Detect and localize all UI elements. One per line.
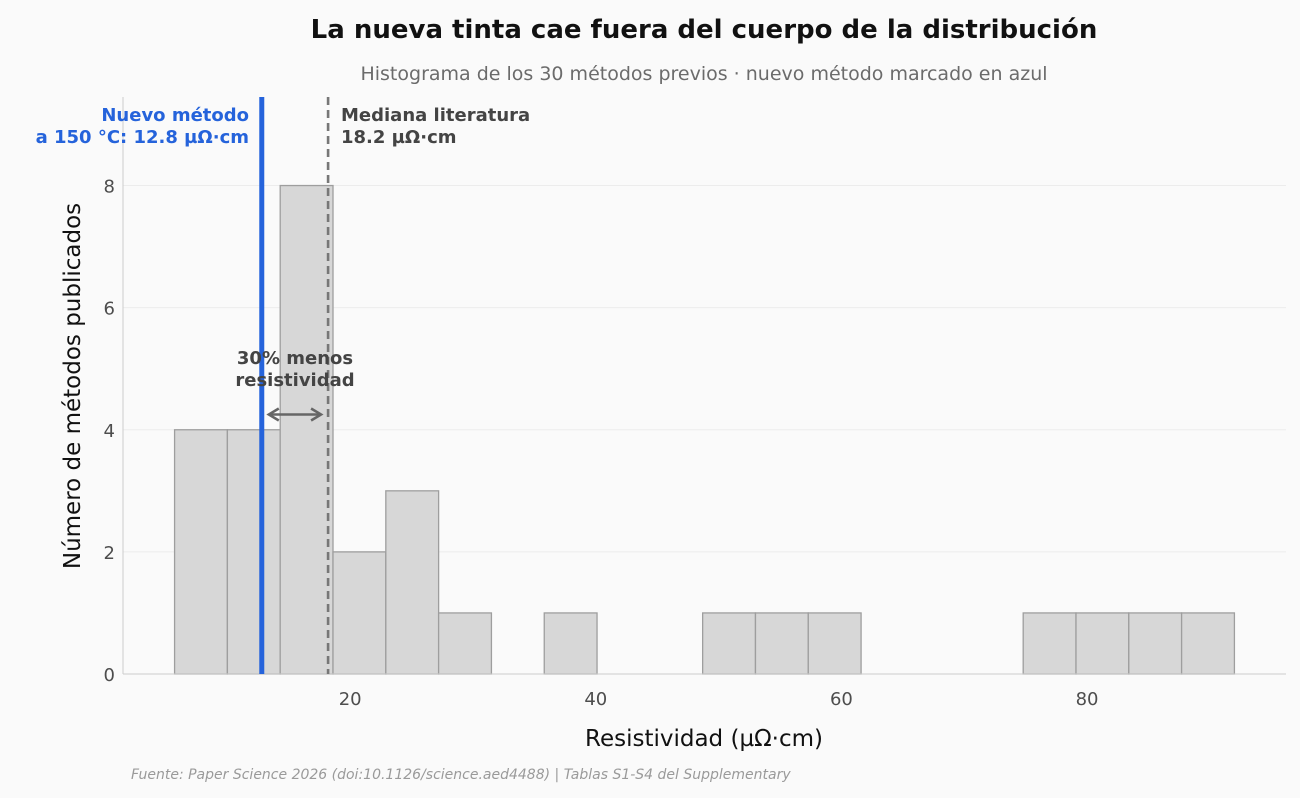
x-axis-label: Resistividad (µΩ·cm) — [585, 726, 823, 752]
histogram-bar-1 — [173, 429, 229, 675]
y-tick-label-6: 6 — [104, 299, 115, 320]
y-tick-label-2: 2 — [104, 543, 115, 564]
histogram-bar-12 — [1075, 612, 1130, 675]
gap-arrow-head-right — [310, 407, 324, 422]
median-label-line2: 18.2 µΩ·cm — [341, 127, 457, 148]
median-label-line1: Mediana literatura — [341, 105, 530, 126]
histogram-bar-3 — [279, 184, 334, 675]
x-tick-label-80: 80 — [1076, 689, 1099, 710]
histogram-bar-5 — [385, 490, 440, 675]
histogram-bar-13 — [1128, 612, 1183, 675]
y-tick-label-8: 8 — [104, 177, 115, 198]
new-method-label-line1: Nuevo método — [101, 105, 249, 126]
y-axis-label: Número de métodos publicados — [60, 203, 86, 569]
chart-title: La nueva tinta cae fuera del cuerpo de l… — [311, 15, 1098, 45]
gap-arrow-head-left — [266, 407, 280, 422]
histogram-bar-4 — [332, 551, 387, 675]
source-note: Fuente: Paper Science 2026 (doi:10.1126/… — [131, 767, 791, 783]
histogram-bar-2 — [226, 429, 281, 675]
chart-subtitle: Histograma de los 30 métodos previos · n… — [360, 63, 1047, 85]
new-method-label-line2: a 150 °C: 12.8 µΩ·cm — [36, 127, 249, 148]
x-tick-label-20: 20 — [339, 689, 362, 710]
reference-lines — [259, 97, 330, 674]
x-tick-label-60: 60 — [830, 689, 853, 710]
histogram-bar-10 — [807, 612, 862, 675]
y-tick-label-4: 4 — [104, 421, 115, 442]
histogram-bar-11 — [1022, 612, 1077, 675]
histogram-bar-6 — [437, 612, 493, 675]
gap-annotation-line1: 30% menos — [237, 348, 353, 369]
tick-labels: 0 2 4 6 8 20 40 60 80 — [104, 177, 1099, 710]
histogram-bar-9 — [754, 612, 809, 675]
histogram-bar-8 — [702, 612, 757, 675]
histogram-bar-7 — [543, 612, 598, 675]
gap-annotation-line2: resistividad — [235, 370, 354, 391]
histogram-bar-14 — [1180, 612, 1236, 675]
axes — [122, 97, 1286, 675]
y-tick-label-0: 0 — [104, 665, 115, 686]
x-tick-label-40: 40 — [584, 689, 607, 710]
